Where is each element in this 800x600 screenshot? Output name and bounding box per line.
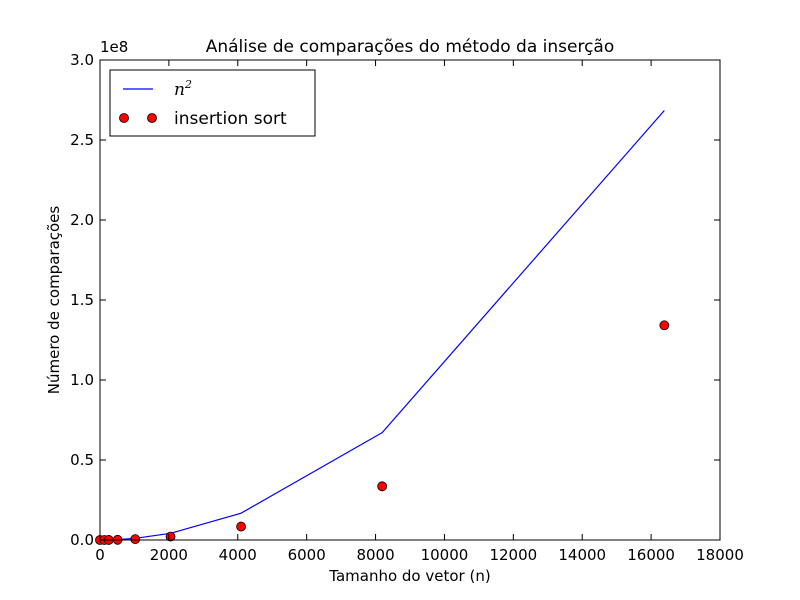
legend-line-label-base: n	[174, 80, 185, 100]
axes-layer: 0 2000 4000 6000 8000 10000 12000 14000 16000 180…	[70, 51, 744, 564]
legend-marker-2	[147, 113, 157, 123]
chart-title: Análise de comparações do método da inse…	[206, 37, 615, 57]
y-tick-label: 3.0	[70, 51, 94, 69]
x-tick-label: 12000	[489, 546, 537, 564]
x-axis-label: Tamanho do vetor (n)	[328, 567, 490, 585]
x-tick-label: 2000	[150, 546, 188, 564]
y-axis-label: Número de comparações	[45, 206, 63, 395]
y-tick-label: 0.0	[70, 531, 94, 549]
legend-scatter-label: insertion sort	[174, 109, 287, 129]
x-tick-label: 6000	[288, 546, 326, 564]
legend: n2 insertion sort	[109, 69, 316, 137]
x-tick-label: 14000	[558, 546, 606, 564]
x-tick-label: 0	[95, 546, 105, 564]
data-point-insertion-sort	[659, 320, 670, 331]
legend-line-label: n2	[174, 78, 192, 100]
plot-background	[100, 60, 720, 540]
x-tick-label: 16000	[627, 546, 675, 564]
plot-area	[100, 60, 720, 540]
x-tick-label: 4000	[219, 546, 257, 564]
data-point-insertion-sort	[377, 481, 388, 492]
data-point-insertion-sort	[236, 521, 246, 532]
y-tick-label: 2.0	[70, 211, 94, 229]
data-point-insertion-sort	[130, 534, 141, 545]
x-tick-label: 18000	[696, 546, 744, 564]
legend-marker-1	[119, 113, 129, 123]
y-tick-label: 1.5	[70, 291, 94, 309]
y-offset-label: 1e8	[100, 38, 128, 56]
legend-line-label-sup: 2	[184, 78, 192, 91]
data-point-insertion-sort	[165, 531, 176, 542]
x-tick-label: 10000	[421, 546, 469, 564]
y-tick-label: 1.0	[70, 371, 94, 389]
legend-box	[109, 69, 316, 137]
y-tick-label: 0.5	[70, 451, 94, 469]
x-tick-label: 8000	[356, 546, 394, 564]
y-tick-label: 2.5	[70, 131, 94, 149]
